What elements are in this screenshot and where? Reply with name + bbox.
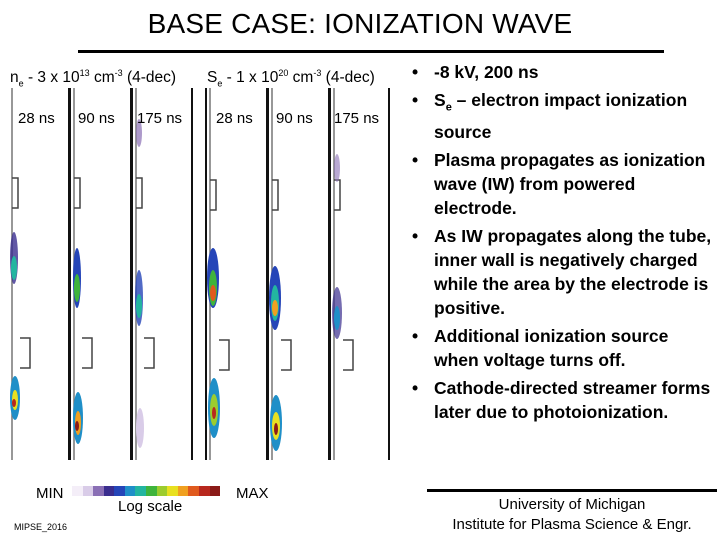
footer-rule	[427, 489, 717, 492]
source-175ns	[332, 154, 342, 339]
ionization-source-panel	[205, 88, 390, 460]
colorbar-swatch	[93, 486, 104, 496]
conference-label: MIPSE_2016	[14, 522, 68, 532]
right-time-28ns: 28 ns	[216, 110, 253, 127]
right-time-90ns: 90 ns	[276, 110, 313, 127]
bullet-dot-icon: •	[412, 62, 419, 82]
frame-divider	[130, 88, 133, 460]
footer-line-2: Institute for Plasma Science & Engr.	[452, 516, 692, 533]
colorbar-swatch	[167, 486, 178, 496]
colorbar-swatch	[124, 486, 136, 496]
colorbar-swatch	[146, 486, 157, 496]
colorbar	[72, 486, 221, 496]
source-90ns	[269, 266, 282, 451]
footer-affiliation: University of Michigan Institute for Pla…	[427, 495, 717, 535]
bullet-list: • -8 kV, 200 ns • Se – electron impact ion…	[410, 60, 715, 428]
colorbar-swatch	[156, 486, 168, 496]
source-28ns	[207, 248, 220, 438]
colorbar-swatch	[72, 486, 83, 496]
colorbar-swatch	[209, 486, 221, 496]
colorbar-swatch	[103, 486, 115, 496]
bullet-item: • Plasma propagates as ionization wave (I…	[412, 149, 706, 218]
bullet-dot-icon: •	[412, 325, 419, 346]
colorbar-swatch	[198, 486, 210, 496]
colorbar-max-label: MAX	[236, 485, 269, 502]
title-underline	[78, 50, 664, 53]
colorbar-swatch	[82, 486, 94, 496]
colorbar-swatch	[135, 486, 147, 496]
bullet-dot-icon: •	[412, 149, 419, 170]
left-time-90ns: 90 ns	[78, 110, 115, 127]
plasma-90ns	[73, 248, 83, 444]
bullet-item: • Se – electron impact ionization source	[412, 90, 688, 142]
bullet-item: • Additional ionization source when volta…	[412, 325, 669, 370]
bullet-item: • As IW propagates along the tube, inner …	[412, 225, 712, 318]
colorbar-min-label: MIN	[36, 485, 64, 502]
right-time-175ns: 175 ns	[334, 110, 380, 127]
bullet-dot-icon: •	[412, 90, 419, 110]
bullet-item: • Cathode-directed streamer forms later d…	[412, 377, 711, 422]
log-scale-label: Log scale	[118, 498, 183, 515]
bullet-dot-icon: •	[412, 377, 419, 398]
colorbar-swatch	[188, 486, 199, 496]
plasma-175ns	[135, 119, 144, 448]
left-panel-title: ne - 3 x 1013 cm-3 (4-dec)	[10, 68, 177, 89]
slide-title: BASE CASE: IONIZATION WAVE	[147, 8, 573, 39]
right-panel-title: Se - 1 x 1020 cm-3 (4-dec)	[207, 68, 375, 89]
footer-line-1: University of Michigan	[498, 496, 646, 513]
left-time-175ns: 175 ns	[137, 110, 183, 127]
bullet-dot-icon: •	[412, 225, 419, 246]
bullet-item: • -8 kV, 200 ns	[412, 62, 539, 82]
frame-divider	[328, 88, 331, 460]
left-time-28ns: 28 ns	[18, 110, 55, 127]
plasma-28ns	[10, 232, 20, 420]
frame-divider	[266, 88, 269, 460]
electron-density-panel	[8, 88, 193, 460]
colorbar-swatch	[177, 486, 189, 496]
colorbar-swatch	[114, 486, 125, 496]
frame-divider	[68, 88, 71, 460]
